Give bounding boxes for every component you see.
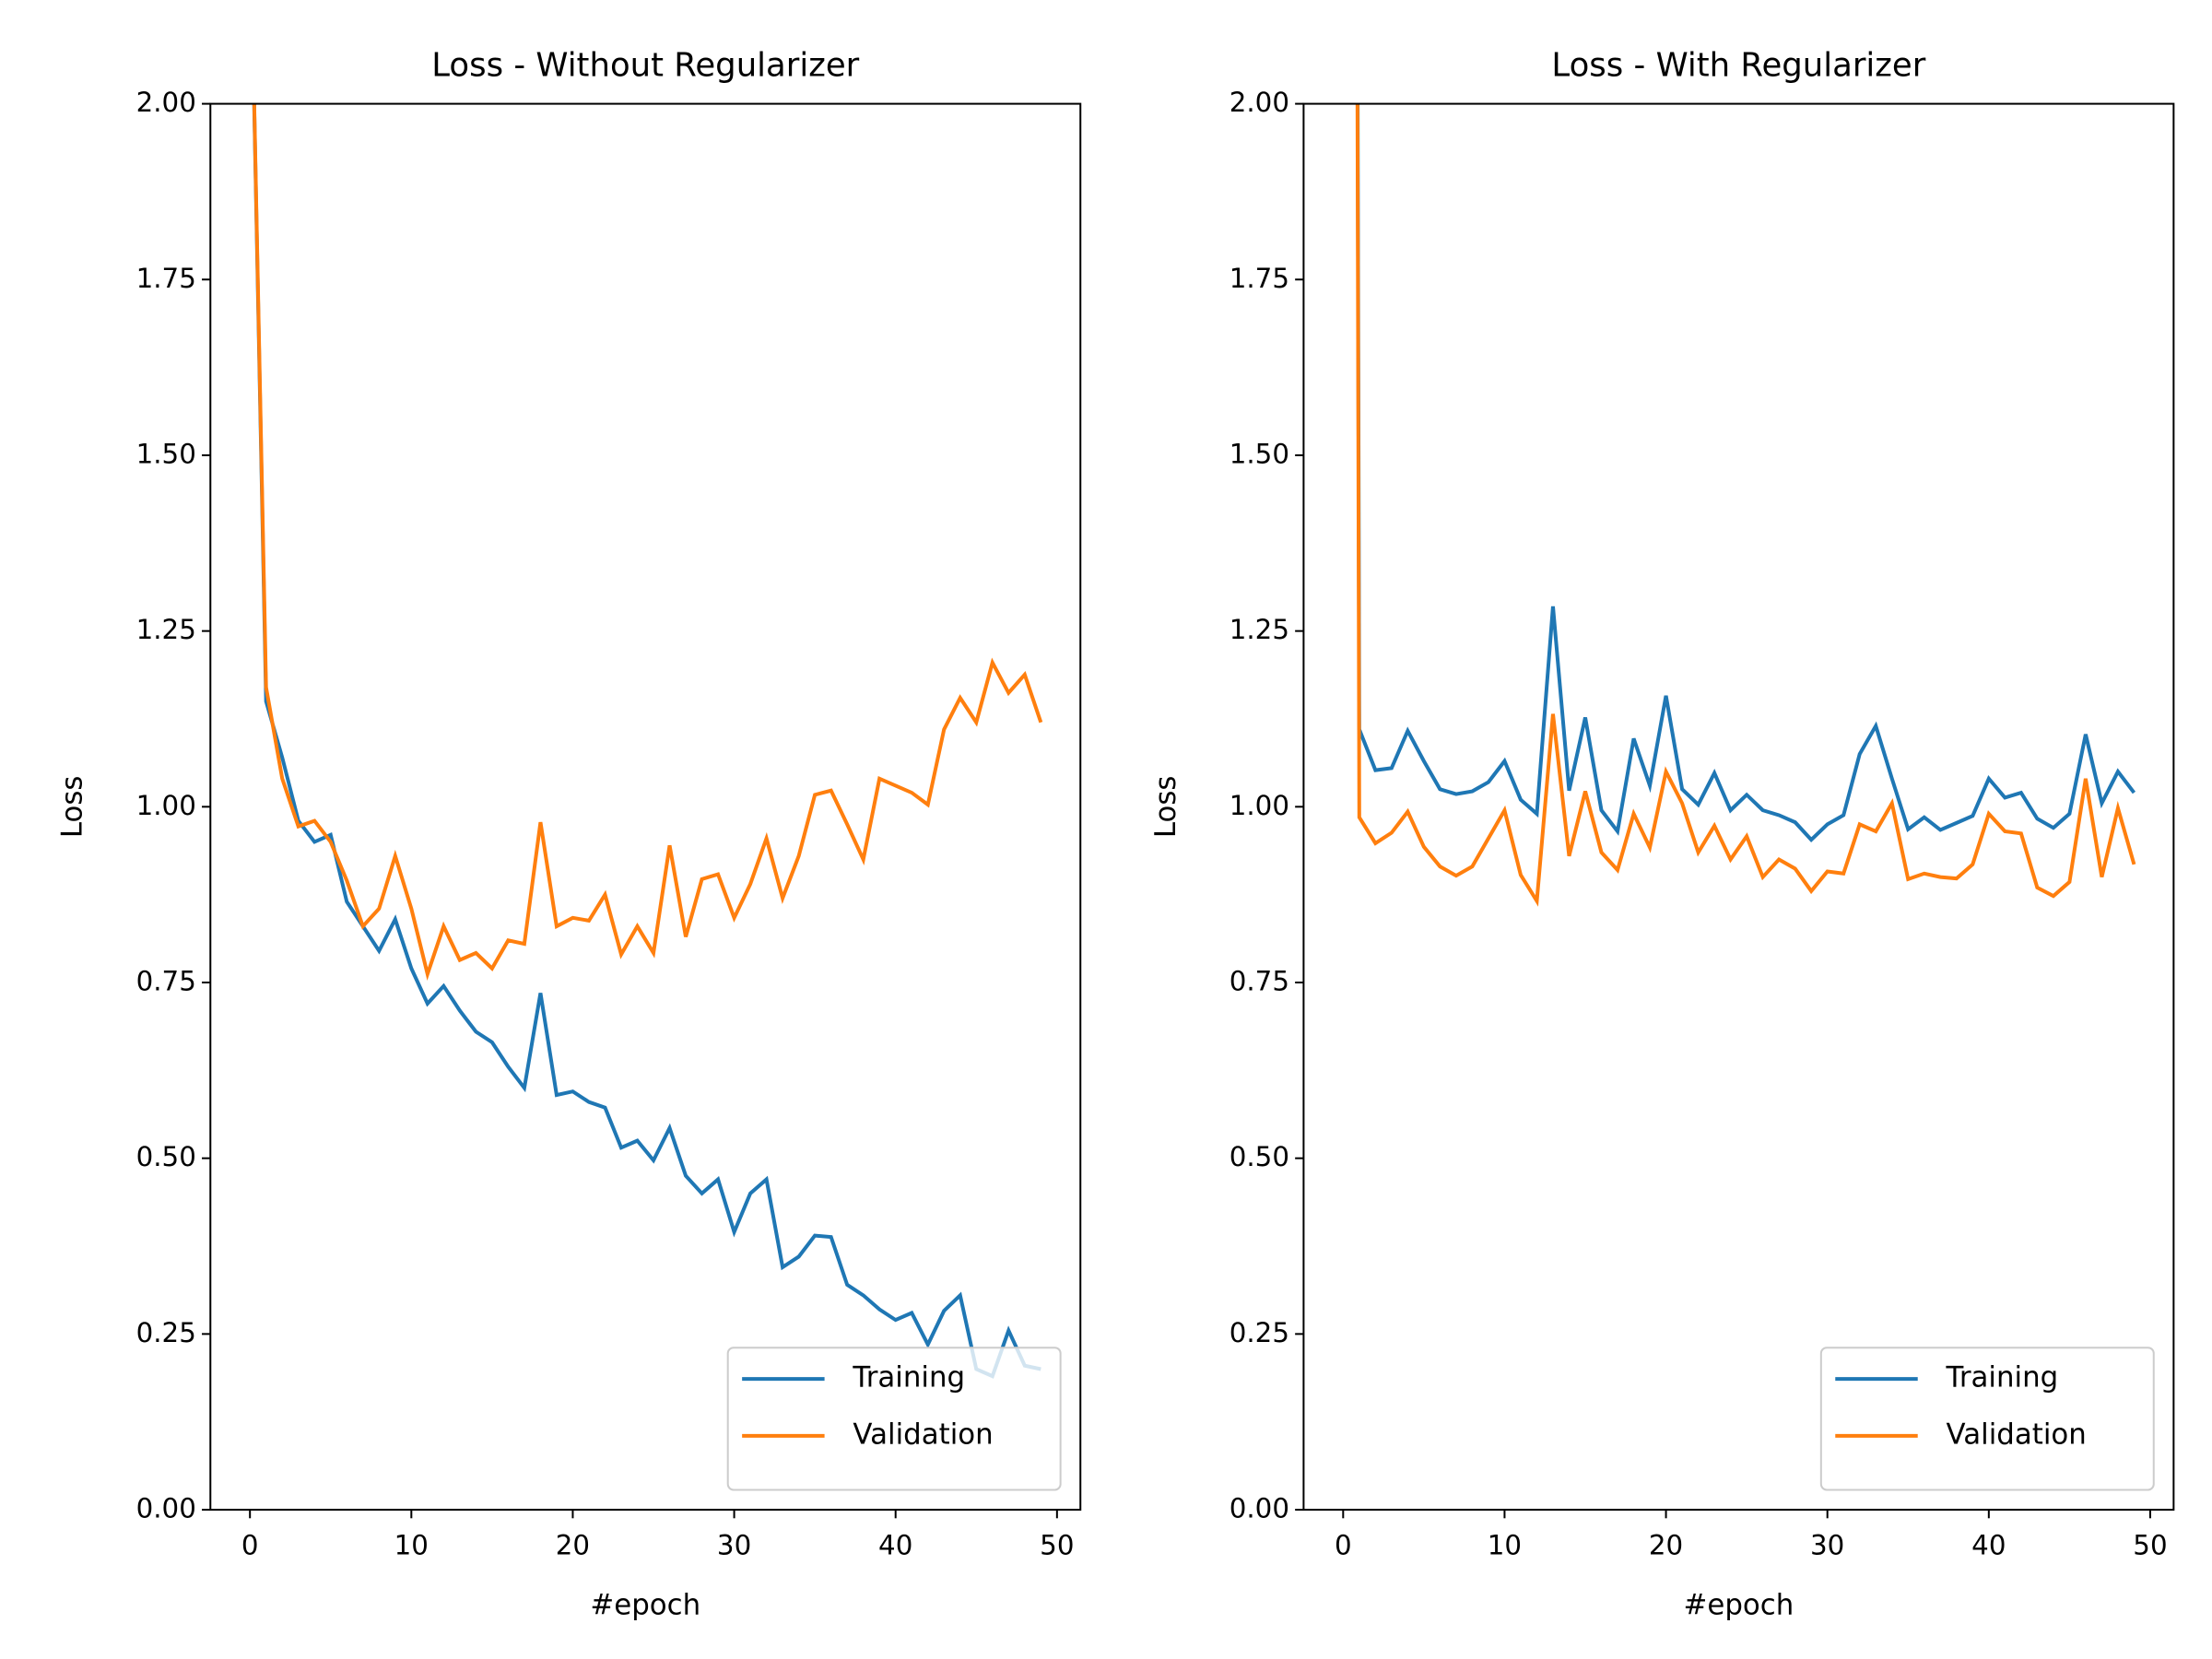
legend-label: Training — [1946, 1361, 2059, 1394]
legend: Training Validation — [1819, 1347, 2155, 1491]
x-tick-label: 0 — [1335, 1530, 1352, 1561]
x-axis-label: #epoch — [1684, 1588, 1794, 1621]
y-tick-label: 1.50 — [136, 438, 196, 469]
x-tick-label: 30 — [1810, 1530, 1844, 1561]
legend-label: Validation — [1947, 1418, 2087, 1451]
x-tick-label: 40 — [1971, 1530, 2006, 1561]
x-tick-label: 20 — [1649, 1530, 1683, 1561]
y-tick-label: 1.75 — [136, 263, 196, 294]
legend-box — [726, 1347, 1062, 1491]
x-tick-label: 50 — [2133, 1530, 2167, 1561]
x-tick-label: 0 — [241, 1530, 259, 1561]
x-tick-label: 10 — [394, 1530, 429, 1561]
x-tick-label: 10 — [1488, 1530, 1522, 1561]
y-tick-label: 2.00 — [1230, 87, 1289, 118]
y-tick-label: 2.00 — [136, 87, 196, 118]
x-tick-label: 40 — [878, 1530, 912, 1561]
axes-title: Loss - Without Regularizer — [431, 46, 859, 84]
x-tick-label: 20 — [556, 1530, 590, 1561]
y-tick-label: 1.00 — [1230, 790, 1289, 821]
y-tick-label: 1.25 — [136, 614, 196, 645]
y-axis-label: Loss — [1149, 776, 1182, 839]
y-tick-label: 1.75 — [1230, 263, 1289, 294]
x-axis-label: #epoch — [590, 1588, 700, 1621]
line-series — [252, 103, 1041, 1379]
legend-label: Training — [852, 1361, 965, 1394]
axes: Loss - Without Regularizer #epoch Loss 0.00… — [56, 46, 1082, 1621]
x-tick-label: 30 — [717, 1530, 751, 1561]
y-tick-label: 0.00 — [136, 1493, 196, 1524]
x-tick-label: 50 — [1040, 1530, 1074, 1561]
line-series — [252, 103, 1043, 982]
y-tick-label: 1.25 — [1230, 614, 1289, 645]
legend-label: Validation — [853, 1418, 993, 1451]
y-tick-label: 0.25 — [1230, 1317, 1289, 1348]
line-series — [1356, 103, 2136, 843]
axes-frame — [1302, 102, 2175, 1512]
axes-frame — [209, 102, 1082, 1512]
y-tick-label: 0.25 — [136, 1317, 196, 1348]
y-tick-label: 0.50 — [136, 1141, 196, 1172]
y-tick-label: 1.00 — [136, 790, 196, 821]
y-axis-label: Loss — [56, 776, 89, 839]
y-tick-label: 0.75 — [1230, 966, 1289, 997]
axes-title: Loss - With Regularizer — [1551, 46, 1925, 84]
legend: Training Validation — [726, 1347, 1062, 1491]
axes: Loss - With Regularizer #epoch Loss 0.00 0.2… — [1149, 46, 2175, 1621]
y-tick-label: 0.00 — [1230, 1493, 1289, 1524]
legend-box — [1819, 1347, 2155, 1491]
line-series — [1355, 103, 2136, 907]
y-tick-label: 0.50 — [1230, 1141, 1289, 1172]
y-tick-label: 0.75 — [136, 966, 196, 997]
y-tick-label: 1.50 — [1230, 438, 1289, 469]
